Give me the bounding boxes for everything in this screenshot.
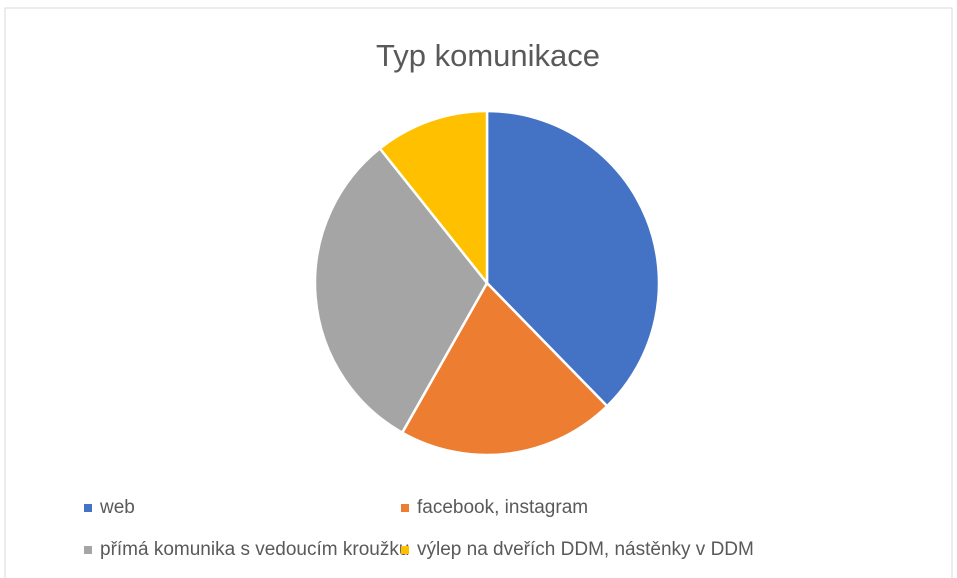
- legend-label: přímá komunika s vedoucím kroužku: [100, 539, 409, 560]
- legend-swatch: [84, 504, 92, 512]
- chart-title: Typ komunikace: [376, 38, 600, 73]
- legend-swatch: [401, 504, 409, 512]
- legend-label: facebook, instagram: [417, 497, 588, 518]
- legend-label: výlep na dveřích DDM, nástěnky v DDM: [417, 539, 754, 560]
- pie-slice: [378, 109, 489, 287]
- legend-swatch: [401, 546, 409, 554]
- pie-slice: [400, 280, 609, 457]
- legend-label: web: [99, 497, 135, 518]
- pie-slice: [485, 109, 661, 408]
- pie-slice: [313, 146, 489, 435]
- legend-swatch: [84, 546, 92, 554]
